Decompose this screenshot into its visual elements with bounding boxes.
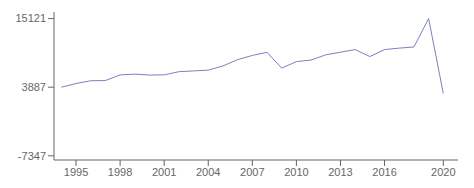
svg-text:2004: 2004 <box>196 166 220 178</box>
svg-text:2020: 2020 <box>431 166 455 178</box>
svg-text:2016: 2016 <box>372 166 396 178</box>
svg-text:2007: 2007 <box>240 166 264 178</box>
svg-text:2010: 2010 <box>284 166 308 178</box>
svg-text:3887: 3887 <box>22 81 46 93</box>
svg-text:1995: 1995 <box>64 166 88 178</box>
svg-text:2013: 2013 <box>328 166 352 178</box>
svg-text:1998: 1998 <box>108 166 132 178</box>
svg-text:-7347: -7347 <box>18 150 46 162</box>
svg-text:2001: 2001 <box>152 166 176 178</box>
svg-text:15121: 15121 <box>15 12 46 24</box>
